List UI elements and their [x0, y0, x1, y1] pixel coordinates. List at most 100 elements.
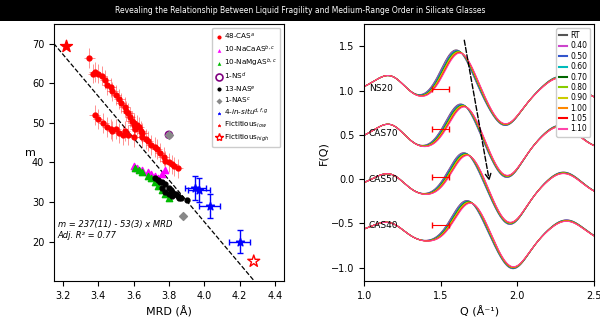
- Point: [167, 190, 177, 195]
- Text: CAS50: CAS50: [369, 175, 398, 184]
- Point: [157, 172, 167, 177]
- Point: [90, 69, 100, 74]
- Point: [164, 195, 173, 201]
- Point: [122, 109, 131, 114]
- Point: [173, 166, 182, 171]
- Point: [106, 126, 115, 131]
- Point: [100, 77, 110, 82]
- Point: [134, 124, 143, 130]
- Point: [125, 114, 135, 120]
- Point: [106, 85, 115, 90]
- Point: [88, 71, 98, 76]
- Point: [157, 180, 167, 185]
- Point: [124, 132, 133, 137]
- Point: [178, 213, 188, 218]
- Text: Revealing the Relationship Between Liquid Fragility and Medium-Range Order in Si: Revealing the Relationship Between Liqui…: [115, 6, 485, 15]
- Point: [129, 120, 139, 126]
- Point: [164, 132, 173, 137]
- Point: [111, 93, 121, 98]
- Point: [115, 97, 124, 102]
- Point: [85, 55, 94, 60]
- Point: [129, 164, 139, 169]
- Point: [94, 71, 103, 76]
- Legend: RT, 0.40, 0.50, 0.60, 0.70, 0.80, 0.90, 1.00, 1.05, 1.10: RT, 0.40, 0.50, 0.60, 0.70, 0.80, 0.90, …: [556, 28, 590, 137]
- Point: [154, 178, 163, 183]
- Point: [146, 142, 156, 147]
- Point: [131, 126, 140, 131]
- Point: [118, 132, 128, 137]
- Point: [150, 180, 160, 185]
- Legend: 48-CAS$^a$, 10-NaCaAS$^{b,c}$, 10-NaMgAS$^{b,c}$, 1-NS$^d$, 13-NAS$^e$, 1-NAS$^c: 48-CAS$^a$, 10-NaCaAS$^{b,c}$, 10-NaMgAS…: [212, 28, 280, 147]
- Point: [137, 130, 147, 135]
- Point: [90, 112, 100, 118]
- Point: [191, 186, 200, 191]
- Point: [164, 132, 173, 137]
- Point: [137, 134, 147, 140]
- Point: [131, 166, 140, 171]
- Point: [143, 174, 152, 179]
- Point: [205, 203, 214, 209]
- Point: [152, 146, 161, 151]
- Point: [146, 176, 156, 181]
- Point: [102, 83, 112, 88]
- Point: [94, 117, 103, 122]
- Point: [161, 192, 170, 197]
- Point: [161, 182, 170, 187]
- Y-axis label: F(Q): F(Q): [318, 141, 328, 164]
- Point: [132, 122, 142, 128]
- Point: [62, 43, 71, 48]
- Point: [169, 164, 179, 169]
- Point: [127, 119, 137, 124]
- Point: [102, 124, 112, 130]
- Point: [107, 128, 117, 133]
- Y-axis label: m: m: [25, 148, 36, 158]
- Point: [164, 186, 173, 191]
- Point: [235, 239, 244, 244]
- Point: [97, 73, 107, 78]
- Point: [124, 110, 133, 116]
- Point: [182, 197, 191, 203]
- Point: [143, 138, 152, 143]
- Point: [173, 193, 182, 199]
- Point: [98, 120, 108, 126]
- Point: [120, 128, 130, 133]
- Text: CAS70: CAS70: [369, 129, 398, 138]
- Point: [111, 126, 121, 131]
- Point: [129, 122, 139, 128]
- Point: [161, 158, 170, 163]
- Point: [155, 180, 165, 185]
- Point: [120, 105, 130, 110]
- Text: m = 237(11) - 53(3) x MRD
Adj. R² = 0.77: m = 237(11) - 53(3) x MRD Adj. R² = 0.77: [58, 220, 172, 240]
- Point: [155, 150, 165, 155]
- Text: NS20: NS20: [369, 84, 392, 93]
- Point: [116, 101, 126, 106]
- Point: [115, 130, 124, 135]
- Point: [136, 128, 145, 133]
- Point: [176, 195, 186, 201]
- X-axis label: Q (Å⁻¹): Q (Å⁻¹): [460, 306, 499, 318]
- X-axis label: MRD (Å): MRD (Å): [146, 306, 192, 318]
- Point: [167, 162, 177, 167]
- Point: [150, 176, 160, 181]
- Point: [164, 160, 173, 165]
- Point: [134, 168, 143, 173]
- Point: [161, 190, 170, 195]
- Point: [150, 174, 160, 179]
- Point: [154, 176, 163, 181]
- Point: [146, 172, 156, 177]
- Point: [132, 166, 142, 171]
- Point: [169, 192, 179, 197]
- Point: [137, 168, 147, 173]
- Point: [159, 154, 169, 159]
- Point: [175, 195, 184, 201]
- Point: [154, 183, 163, 189]
- Point: [164, 192, 173, 197]
- Point: [157, 188, 167, 193]
- Point: [143, 170, 152, 175]
- Point: [167, 193, 177, 199]
- Point: [129, 134, 139, 140]
- Point: [171, 192, 181, 197]
- Point: [150, 144, 160, 149]
- Point: [161, 168, 170, 173]
- Point: [157, 186, 167, 191]
